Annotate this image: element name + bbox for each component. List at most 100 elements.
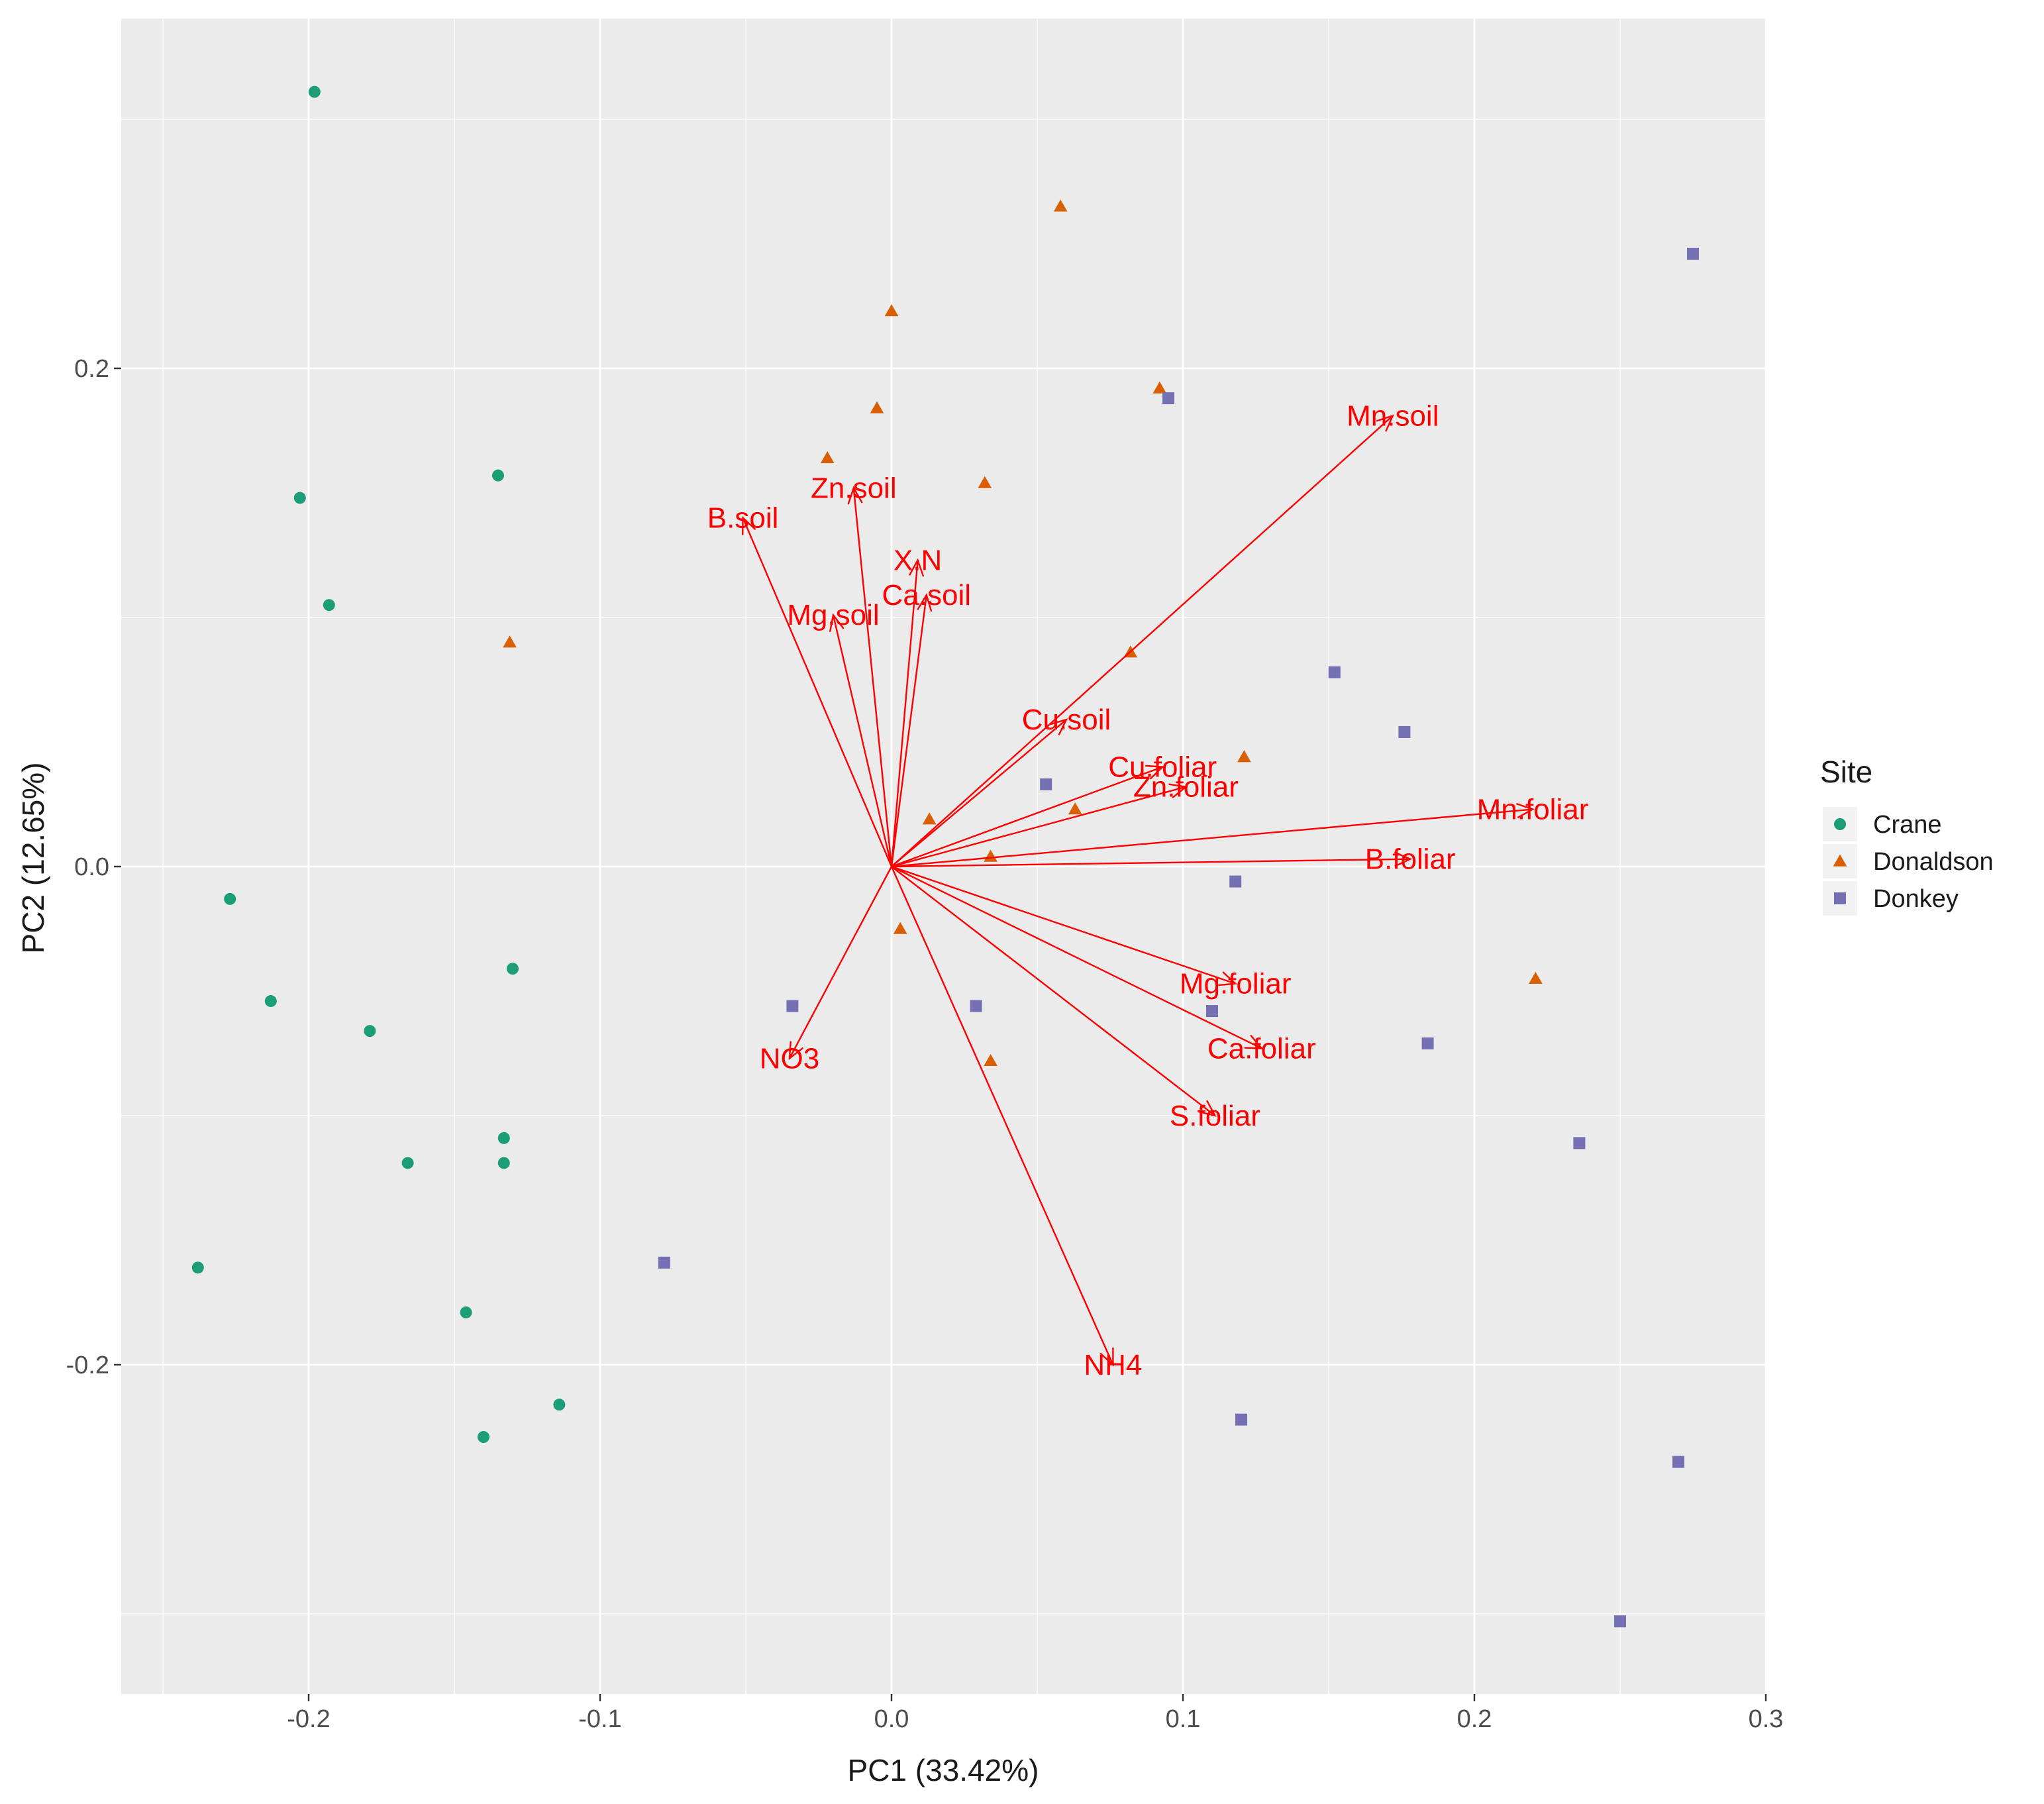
loading-label-s-foliar: S.foliar <box>1170 1100 1260 1132</box>
arrowhead-ca-soil <box>917 593 933 612</box>
arrow-no3 <box>788 866 893 1059</box>
loading-label-cu-soil: Cu.soil <box>1022 704 1111 736</box>
x-tick-label: -0.1 <box>578 1705 621 1733</box>
arrow-b-soil <box>742 517 893 867</box>
plot-panel <box>121 19 1765 1694</box>
point-donkey <box>1421 1037 1434 1049</box>
loading-label-x-n: X.N <box>894 545 942 577</box>
arrowhead-x-n <box>908 558 925 577</box>
point-donaldson <box>820 451 835 464</box>
loading-label-zn-foliar: Zn.foliar <box>1133 771 1239 804</box>
arrow-ca-soil <box>890 595 927 867</box>
x-tick-label: 0.2 <box>1457 1705 1492 1733</box>
point-donkey <box>1206 1005 1218 1018</box>
loading-label-ca-foliar: Ca.foliar <box>1207 1032 1316 1065</box>
arrowhead-ca-foliar <box>1244 1034 1264 1049</box>
arrow-mn-soil <box>891 415 1394 867</box>
point-donaldson <box>870 401 884 413</box>
legend-title: Site <box>1820 755 1872 789</box>
point-donkey <box>1672 1456 1684 1468</box>
legend-symbol-donkey <box>1834 892 1846 904</box>
point-donkey <box>1235 1413 1247 1426</box>
point-donkey <box>1687 248 1699 260</box>
x-tick-label: 0.1 <box>1166 1705 1201 1733</box>
point-donaldson <box>978 476 992 488</box>
point-crane <box>497 1157 510 1169</box>
arrowhead-cu-foliar <box>1145 765 1164 780</box>
y-tick-label: 0.2 <box>74 355 109 383</box>
arrowhead-nh4 <box>1099 1347 1114 1367</box>
arrow-ca-foliar <box>891 865 1262 1049</box>
point-crane <box>507 963 519 975</box>
loading-label-nh4: NH4 <box>1084 1349 1142 1381</box>
arrowhead-no3 <box>788 1041 804 1061</box>
y-axis: -0.2 0.0 0.2 <box>66 355 121 1379</box>
point-crane <box>191 1261 204 1274</box>
point-donkey <box>1162 392 1174 405</box>
arrowhead-zn-soil <box>847 486 863 505</box>
loading-label-mg-foliar: Mg.foliar <box>1180 968 1292 1000</box>
x-axis: -0.2 -0.1 0.0 0.1 0.2 0.3 <box>287 1694 1783 1733</box>
point-donkey <box>1328 666 1341 678</box>
arrow-mg-foliar <box>891 865 1236 984</box>
loading-label-mn-foliar: Mn.foliar <box>1477 794 1589 826</box>
point-crane <box>308 85 321 98</box>
legend-symbol-crane <box>1834 818 1846 830</box>
arrow-x-n <box>890 560 919 867</box>
arrow-nh4 <box>890 866 1114 1365</box>
arrow-cu-soil <box>891 719 1067 867</box>
legend-symbol-donaldson <box>1833 854 1847 867</box>
arrowhead-b-soil <box>741 515 756 535</box>
point-crane <box>264 995 277 1008</box>
point-donaldson <box>1053 199 1068 212</box>
x-tick-label: 0.0 <box>874 1705 909 1733</box>
arrow-s-foliar <box>891 866 1216 1116</box>
arrowhead-mn-foliar <box>1516 802 1535 819</box>
loading-label-cu-foliar: Cu.foliar <box>1108 751 1217 784</box>
point-donkey <box>786 1000 799 1012</box>
point-donkey <box>1398 725 1411 738</box>
x-tick-label: 0.3 <box>1749 1705 1784 1733</box>
point-donkey <box>970 1000 982 1012</box>
point-crane <box>224 892 236 905</box>
legend-label-donaldson: Donaldson <box>1873 848 1994 876</box>
point-donaldson <box>884 304 899 317</box>
point-crane <box>401 1157 414 1169</box>
legend-label-donkey: Donkey <box>1873 885 1959 913</box>
arrow-mg-soil <box>832 614 893 867</box>
arrowhead-mg-foliar <box>1218 971 1237 986</box>
point-donkey <box>1614 1615 1626 1628</box>
arrowhead-b-foliar <box>1394 851 1413 867</box>
point-donaldson <box>503 635 517 648</box>
point-donaldson <box>893 922 907 934</box>
arrowhead-s-foliar <box>1198 1100 1217 1117</box>
loading-label-no3: NO3 <box>760 1043 819 1075</box>
y-tick-label: 0.0 <box>74 853 109 881</box>
point-crane <box>497 1132 510 1144</box>
point-donkey <box>1229 875 1242 888</box>
loading-label-zn-soil: Zn.soil <box>811 472 897 504</box>
y-axis-title: PC2 (12.65%) <box>16 763 50 954</box>
point-crane <box>364 1025 376 1037</box>
arrowhead-mn-soil <box>1376 414 1394 432</box>
y-tick-label: -0.2 <box>66 1352 109 1379</box>
arrow-zn-soil <box>852 488 893 867</box>
arrow-b-foliar <box>891 858 1411 868</box>
x-axis-title: PC1 (33.42%) <box>848 1753 1039 1787</box>
point-donkey <box>1040 778 1052 790</box>
point-donkey <box>1573 1137 1586 1149</box>
arrow-mn-foliar <box>891 808 1533 868</box>
point-donaldson <box>1529 971 1543 984</box>
loading-label-ca-soil: Ca.soil <box>882 579 972 611</box>
legend-label-crane: Crane <box>1873 811 1942 839</box>
arrow-zn-foliar <box>891 786 1186 868</box>
x-tick-label: -0.2 <box>287 1705 330 1733</box>
point-donaldson <box>1237 750 1251 763</box>
arrowhead-mg-soil <box>829 613 844 632</box>
arrow-cu-foliar <box>891 766 1163 868</box>
point-crane <box>323 599 335 611</box>
legend: Site Crane Donaldson Donkey <box>1820 755 1994 916</box>
point-crane <box>553 1399 566 1411</box>
